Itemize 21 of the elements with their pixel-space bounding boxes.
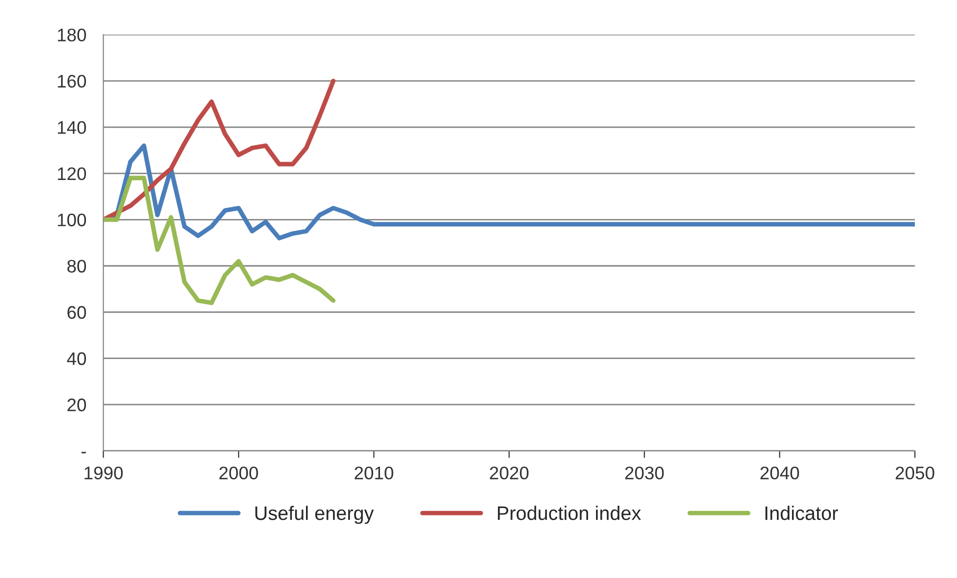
x-tick-label: 2040 <box>760 466 800 480</box>
x-tick-label: 2000 <box>219 466 258 480</box>
x-tick-label: 2030 <box>625 466 664 480</box>
legend-label: Useful energy <box>255 506 374 524</box>
y-tick-label: 180 <box>58 28 86 42</box>
y-tick-label: 20 <box>68 398 86 412</box>
line-series <box>103 176 336 306</box>
y-tick-label: 60 <box>68 306 86 319</box>
y-tick-label: 40 <box>67 352 86 366</box>
y-tick-label: 80 <box>67 260 86 273</box>
legend-label: Indicator <box>765 506 838 520</box>
y-tick-label: 100 <box>58 214 86 226</box>
y-tick-label: 140 <box>58 121 86 134</box>
legend-label: Production index <box>498 506 641 520</box>
x-tick-label: 2010 <box>354 466 394 480</box>
y-tick-label: - <box>81 452 86 454</box>
x-tick-label: 2020 <box>490 466 529 480</box>
x-tick-label: 2050 <box>896 466 934 480</box>
y-tick-label: 160 <box>58 74 86 88</box>
y-tick-label: 120 <box>58 167 86 180</box>
x-tick-label: 1990 <box>84 466 123 480</box>
